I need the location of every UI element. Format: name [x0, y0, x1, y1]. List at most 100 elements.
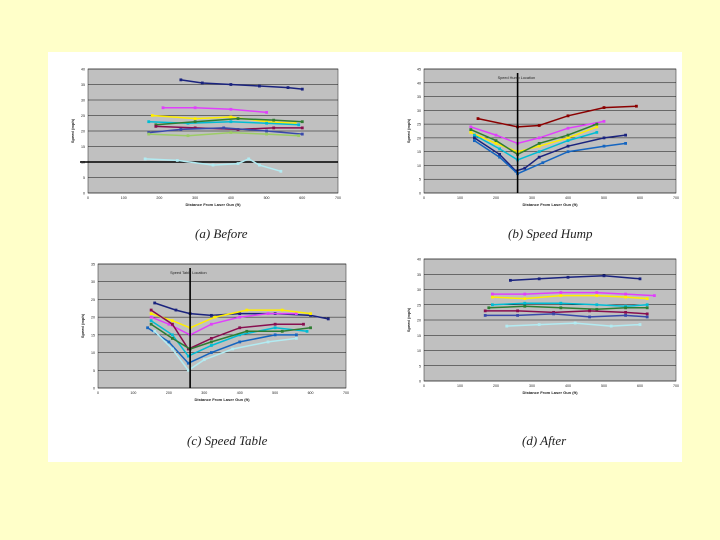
- data-point: [175, 159, 179, 162]
- y-tick-label: 30: [91, 280, 95, 284]
- caption-speed-hump: (b) Speed Hump: [508, 226, 593, 241]
- data-point: [186, 347, 190, 351]
- data-point: [537, 277, 541, 281]
- data-point: [229, 131, 233, 134]
- data-point: [266, 312, 270, 315]
- data-point: [186, 361, 190, 365]
- data-point: [588, 315, 591, 319]
- data-point: [280, 329, 284, 333]
- y-axis-label: Speed (mph): [70, 118, 75, 143]
- y-tick-label: 20: [81, 130, 85, 134]
- x-tick-label: 0: [97, 391, 99, 395]
- y-tick-label: 10: [91, 351, 95, 355]
- data-point: [231, 347, 235, 351]
- data-point: [229, 83, 233, 86]
- data-point: [602, 144, 606, 148]
- data-point: [491, 303, 494, 307]
- data-point: [209, 322, 213, 326]
- data-point: [171, 319, 174, 323]
- data-point: [487, 306, 491, 310]
- data-point: [258, 84, 261, 88]
- x-tick-label: 100: [457, 196, 463, 200]
- data-point: [295, 333, 298, 337]
- series-5: [473, 133, 627, 173]
- data-point: [309, 326, 312, 330]
- data-point: [147, 132, 151, 136]
- data-point: [624, 142, 627, 145]
- x-axis-label: Distance From Laser Gun (ft): [194, 397, 250, 402]
- data-point: [602, 136, 606, 140]
- data-point: [566, 126, 570, 130]
- data-point: [537, 136, 541, 140]
- data-point: [483, 309, 487, 313]
- data-point: [300, 132, 304, 136]
- data-point: [541, 161, 545, 165]
- data-point: [211, 163, 215, 167]
- data-point: [150, 114, 154, 117]
- data-point: [505, 324, 509, 328]
- data-point: [174, 308, 178, 312]
- data-point: [537, 323, 541, 326]
- x-tick-label: 500: [601, 384, 607, 388]
- series-line: [163, 107, 267, 114]
- x-tick-label: 100: [130, 391, 136, 395]
- y-tick-label: 30: [417, 109, 421, 113]
- data-point: [258, 163, 261, 167]
- data-point: [624, 304, 627, 308]
- data-point: [326, 317, 330, 321]
- series-8: [147, 131, 301, 138]
- data-point: [229, 107, 233, 111]
- series-2: [491, 291, 656, 297]
- data-point: [602, 106, 606, 109]
- data-point: [523, 297, 527, 301]
- x-tick-label: 600: [637, 196, 643, 200]
- x-tick-label: 700: [343, 391, 349, 395]
- data-point: [469, 125, 473, 129]
- data-point: [149, 319, 153, 323]
- x-axis-label: Distance From Laser Gun (ft): [522, 390, 578, 395]
- data-point: [559, 291, 563, 294]
- data-point: [245, 308, 249, 312]
- data-point: [209, 337, 213, 340]
- series-7: [483, 312, 649, 319]
- data-point: [309, 313, 312, 317]
- x-tick-label: 500: [264, 196, 270, 200]
- data-point: [302, 322, 305, 326]
- data-point: [300, 87, 304, 91]
- data-point: [645, 303, 649, 307]
- data-point: [602, 274, 606, 278]
- x-tick-label: 200: [493, 384, 499, 388]
- data-point: [265, 111, 268, 114]
- series-8: [505, 321, 642, 328]
- data-point: [236, 117, 240, 120]
- series-5: [487, 304, 649, 311]
- series-2: [161, 106, 268, 114]
- y-tick-label: 15: [91, 333, 95, 337]
- series-7: [146, 326, 298, 365]
- series-line: [180, 79, 303, 90]
- x-tick-label: 700: [335, 196, 341, 200]
- data-point: [635, 104, 638, 108]
- data-point: [202, 358, 206, 362]
- data-point: [595, 125, 599, 129]
- x-tick-label: 0: [87, 196, 89, 200]
- data-point: [491, 295, 494, 299]
- data-point: [272, 126, 276, 130]
- data-point: [229, 120, 233, 124]
- data-point: [645, 297, 649, 301]
- data-point: [280, 308, 284, 312]
- data-point: [147, 120, 151, 124]
- y-tick-label: 25: [91, 298, 95, 302]
- data-point: [193, 126, 197, 130]
- data-point: [588, 309, 591, 313]
- data-point: [516, 314, 519, 317]
- data-point: [537, 155, 541, 159]
- y-tick-label: 5: [419, 364, 421, 368]
- data-point: [171, 347, 174, 351]
- data-point: [498, 147, 501, 151]
- series-line: [477, 105, 637, 128]
- data-point: [186, 134, 190, 138]
- data-point: [595, 122, 599, 126]
